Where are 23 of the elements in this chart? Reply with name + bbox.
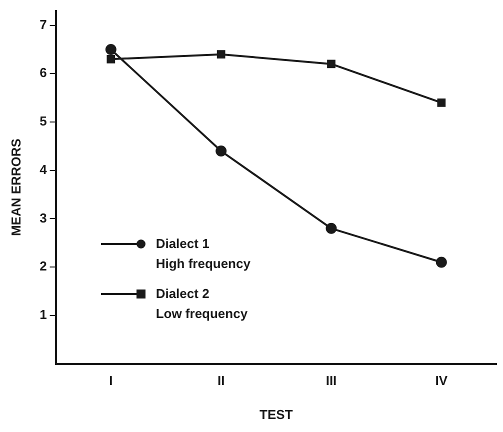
x-tick-label: I xyxy=(109,373,113,388)
x-axis-title: TEST xyxy=(260,406,293,422)
y-tick-label: 5 xyxy=(40,114,47,129)
point xyxy=(436,256,447,268)
y-tick-label: 3 xyxy=(40,210,47,226)
x-tick-label: IV xyxy=(435,373,448,388)
point xyxy=(216,50,226,59)
y-axis-title: MEAN ERRORS xyxy=(8,138,24,236)
y-tick-label: 7 xyxy=(40,16,47,32)
y-tick-label: 1 xyxy=(40,307,47,322)
point xyxy=(106,54,116,64)
point xyxy=(437,98,446,107)
point xyxy=(216,146,227,157)
y-tick-label: 4 xyxy=(40,162,48,177)
point xyxy=(327,60,336,68)
point xyxy=(326,222,337,234)
legend-label: Dialect 2 Low frequency xyxy=(156,284,248,323)
legend-label: Dialect 1 High frequency xyxy=(156,234,250,273)
x-tick-label: III xyxy=(326,373,337,388)
point xyxy=(105,44,116,55)
y-tick-label: 6 xyxy=(40,65,47,80)
y-tick-label: 2 xyxy=(40,258,47,274)
x-tick-label: II xyxy=(217,373,225,388)
